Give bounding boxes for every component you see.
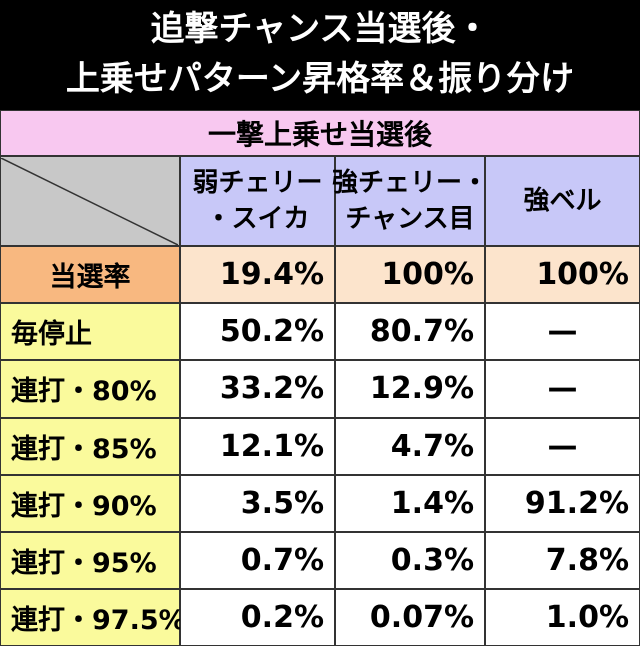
column-header-line: ・スイカ (205, 204, 310, 234)
value-cell: 7.8% (485, 532, 640, 590)
value-cell: 0.2% (180, 589, 335, 646)
value-cell: 4.7% (335, 417, 485, 475)
value-cell: 12.1% (180, 417, 335, 475)
column-header: 弱チェリー ・スイカ (180, 156, 335, 246)
column-header: 強チェリー・ チャンス目 (332, 156, 489, 246)
column-header-line: 弱チェリー (192, 168, 323, 198)
row-label: 連打・80% (0, 360, 180, 418)
value-cell: 0.7% (180, 532, 335, 590)
row-label: 毎停止 (0, 303, 180, 361)
value-cell: — (485, 303, 640, 361)
column-header: 強ベル (485, 156, 640, 246)
column-header-line: チャンス目 (345, 204, 475, 234)
title-line: 追撃チャンス当選後・ (150, 9, 490, 49)
value-cell: 33.2% (180, 360, 335, 418)
row-label: 連打・97.5% (0, 589, 186, 646)
value-cell: 3.5% (180, 474, 335, 532)
column-header-line: 強チェリー・ (332, 168, 489, 198)
value-cell: 50.2% (180, 303, 335, 361)
section-header: 一撃上乗せ当選後 (0, 110, 640, 156)
value-cell: 91.2% (485, 474, 640, 532)
title-line: 上乗せパターン昇格率＆振り分け (65, 59, 575, 99)
value-cell: 1.4% (335, 474, 485, 532)
value-cell: 0.3% (335, 532, 485, 590)
column-header-line: 強ベル (523, 186, 602, 216)
value-cell: 100% (335, 246, 485, 304)
row-label: 当選率 (0, 246, 180, 304)
value-cell: — (485, 417, 640, 475)
value-cell: 12.9% (335, 360, 485, 418)
value-cell: 80.7% (335, 303, 485, 361)
row-label: 連打・85% (0, 417, 180, 475)
value-cell: 1.0% (485, 589, 640, 646)
value-cell: 0.07% (335, 589, 485, 646)
value-cell: 100% (485, 246, 640, 304)
diagonal (1, 157, 178, 245)
corner-cell (0, 156, 180, 246)
row-label: 連打・95% (0, 532, 180, 590)
row-label: 連打・90% (0, 474, 180, 532)
value-cell: 19.4% (180, 246, 335, 304)
value-cell: — (485, 360, 640, 418)
